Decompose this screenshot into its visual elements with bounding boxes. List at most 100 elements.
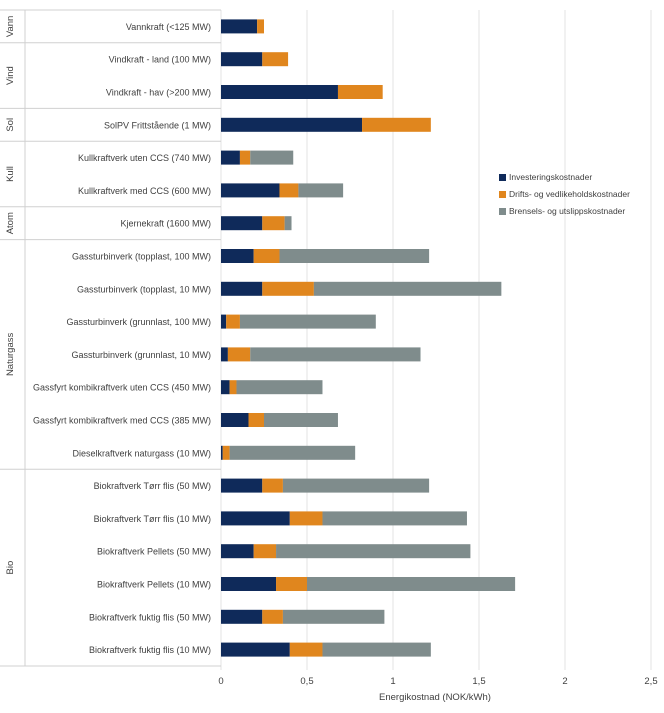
bar-segment xyxy=(282,609,385,624)
legend-label: Drifts- og vedlikeholdskostnader xyxy=(509,189,630,199)
bar-segment xyxy=(248,413,264,427)
bar-segment xyxy=(221,445,223,460)
legend: Investeringskostnader Drifts- og vedlikeh… xyxy=(499,172,630,216)
group-separators xyxy=(0,9,221,667)
bar-segment xyxy=(221,281,263,296)
category-label: Vindkraft - land (100 MW) xyxy=(109,55,211,65)
bar-segment xyxy=(229,445,356,460)
bar-segment xyxy=(253,544,277,559)
bar-segment xyxy=(221,249,254,263)
bar-segment xyxy=(221,183,280,198)
category-label: Gassfyrt kombikraftverk uten CCS (450 MW… xyxy=(33,383,211,393)
group-label: Atom xyxy=(5,212,16,234)
group-label: Vann xyxy=(5,16,16,37)
x-tick-label: 1 xyxy=(390,676,395,687)
category-label: Gassturbinverk (grunnlast, 10 MW) xyxy=(71,350,211,360)
category-labels: Vannkraft (<125 MW) Vindkraft - land (100… xyxy=(33,22,211,655)
bar-segment xyxy=(239,150,251,165)
category-label: Vannkraft (<125 MW) xyxy=(126,22,211,32)
bar-segment xyxy=(264,413,338,427)
x-tick-label: 0 xyxy=(218,676,223,687)
legend-label: Brensels- og utslippskostnader xyxy=(509,206,625,216)
bar-segment xyxy=(322,642,431,657)
bar-segment xyxy=(227,347,251,362)
category-label: Kullkraftverk med CCS (600 MW) xyxy=(78,186,211,196)
category-label: Kjernekraft (1600 MW) xyxy=(120,219,211,229)
bar-segment xyxy=(221,413,249,427)
bar-segment xyxy=(262,609,283,624)
bar-segment xyxy=(313,281,502,296)
category-label: Gassturbinverk (topplast, 10 MW) xyxy=(77,284,211,294)
group-label: Kull xyxy=(5,166,16,182)
bar-segment xyxy=(279,249,430,263)
bar-segment xyxy=(250,347,421,362)
bar-segment xyxy=(236,380,323,395)
category-label: Vindkraft - hav (>200 MW) xyxy=(106,88,211,98)
bar-segment xyxy=(307,577,516,591)
bar-segment xyxy=(362,117,431,132)
bar-segment xyxy=(262,478,283,493)
bar-segment xyxy=(298,183,344,198)
bar-segment xyxy=(282,478,430,493)
legend-label: Investeringskostnader xyxy=(509,172,592,182)
x-tick-label: 1,5 xyxy=(472,676,485,687)
gridlines xyxy=(220,10,652,670)
x-tick-labels: 0 0,5 1 1,5 2 2,5 xyxy=(218,676,657,687)
category-label: Gassfyrt kombikraftverk med CCS (385 MW) xyxy=(33,416,211,426)
legend-swatch xyxy=(499,174,506,181)
category-label: Kullkraftverk uten CCS (740 MW) xyxy=(78,153,211,163)
legend-swatch xyxy=(499,208,506,215)
bars xyxy=(221,19,516,657)
bar-segment xyxy=(221,609,263,624)
category-label: Biokraftverk Tørr flis (10 MW) xyxy=(94,514,211,524)
x-tick-label: 0,5 xyxy=(300,676,313,687)
category-label: Biokraftverk Pellets (10 MW) xyxy=(97,580,211,590)
group-label: Vind xyxy=(5,66,16,85)
bar-segment xyxy=(221,642,290,657)
category-label: Biokraftverk fuktig flis (50 MW) xyxy=(89,612,211,622)
bar-segment xyxy=(221,478,263,493)
bar-segment xyxy=(284,216,292,231)
bar-segment xyxy=(279,183,299,198)
bar-segment xyxy=(221,85,338,99)
bar-segment xyxy=(221,511,290,526)
group-labels: Vann Vind Sol Kull Atom Naturgass Bio xyxy=(5,16,16,575)
category-label: Dieselkraftverk naturgass (10 MW) xyxy=(72,448,211,458)
bar-segment xyxy=(289,511,323,526)
bar-segment xyxy=(221,150,240,165)
x-tick-label: 2 xyxy=(562,676,567,687)
bar-segment xyxy=(262,52,289,67)
bar-segment xyxy=(253,249,280,263)
bar-segment xyxy=(221,380,230,395)
bar-segment xyxy=(221,577,277,591)
bar-segment xyxy=(221,52,263,67)
bar-segment xyxy=(250,150,294,165)
bar-segment xyxy=(221,544,254,559)
bar-segment xyxy=(229,380,237,395)
bar-segment xyxy=(239,314,376,329)
group-label: Bio xyxy=(5,561,16,575)
bar-segment xyxy=(262,216,285,231)
bar-segment xyxy=(276,544,471,559)
bar-segment xyxy=(337,85,383,99)
group-label: Naturgass xyxy=(5,333,16,377)
bar-segment xyxy=(276,577,307,591)
category-label: SolPV Frittstående (1 MW) xyxy=(104,120,211,130)
bar-segment xyxy=(289,642,323,657)
bar-segment xyxy=(222,445,230,460)
category-label: Biokraftverk Tørr flis (50 MW) xyxy=(94,481,211,491)
bar-segment xyxy=(221,117,363,132)
legend-swatch xyxy=(499,191,506,198)
group-label: Sol xyxy=(5,118,16,132)
category-label: Biokraftverk Pellets (50 MW) xyxy=(97,547,211,557)
bar-segment xyxy=(221,347,228,362)
bar-segment xyxy=(262,281,314,296)
bar-segment xyxy=(257,19,264,34)
bar-segment xyxy=(221,216,263,231)
category-label: Biokraftverk fuktig flis (10 MW) xyxy=(89,645,211,655)
bar-segment xyxy=(322,511,467,526)
category-label: Gassturbinverk (grunnlast, 100 MW) xyxy=(66,317,211,327)
bar-segment xyxy=(221,314,227,329)
category-label: Gassturbinverk (topplast, 100 MW) xyxy=(72,252,211,262)
